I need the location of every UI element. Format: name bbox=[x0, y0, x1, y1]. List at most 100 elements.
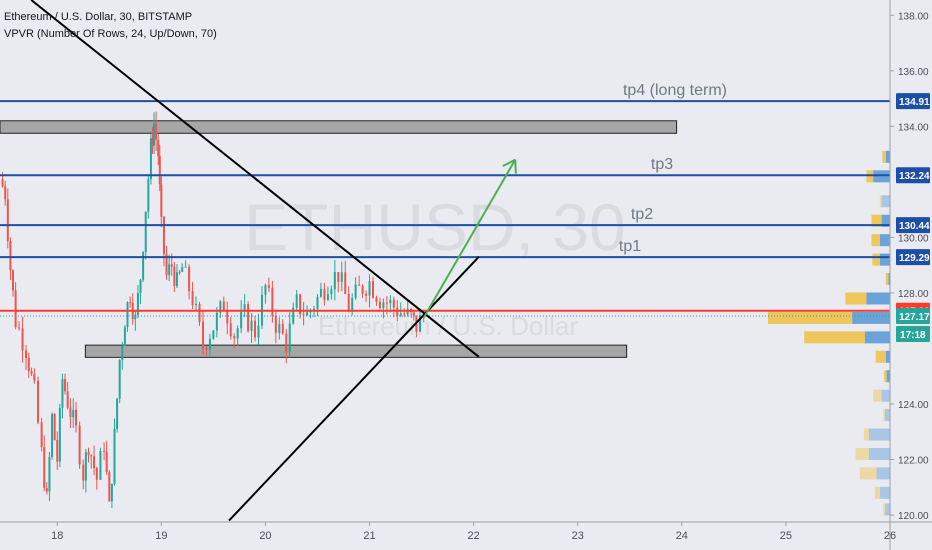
trendline bbox=[228, 256, 480, 522]
time-axis-label: 23 bbox=[572, 530, 584, 542]
candle-body bbox=[66, 391, 69, 408]
candle-body bbox=[403, 313, 406, 315]
price-badge-label: 130.44 bbox=[899, 221, 930, 232]
candle-body bbox=[149, 138, 152, 180]
candle-body bbox=[274, 315, 277, 333]
volume-profile bbox=[768, 150, 890, 516]
trendlines-layer bbox=[30, 0, 517, 522]
volume-profile-up-bar bbox=[866, 292, 890, 305]
volume-profile-down-bar bbox=[866, 170, 874, 183]
candle-body bbox=[9, 240, 12, 271]
candle-body bbox=[347, 293, 350, 312]
volume-profile-up-bar bbox=[884, 503, 890, 516]
candle-body bbox=[27, 357, 30, 372]
price-badge-label: 132.24 bbox=[899, 171, 930, 182]
candle-body bbox=[278, 323, 281, 333]
candle-body bbox=[153, 123, 156, 146]
candle-body bbox=[222, 301, 225, 311]
time-axis-label: 21 bbox=[363, 530, 375, 542]
candle-body bbox=[78, 425, 81, 465]
candle-body bbox=[178, 271, 181, 273]
candle-body bbox=[99, 451, 102, 480]
price-axis-label: 134.00 bbox=[898, 122, 929, 133]
candle-body bbox=[142, 251, 145, 280]
candle-body bbox=[233, 336, 236, 339]
countdown-badge bbox=[896, 325, 930, 342]
candle-body bbox=[254, 320, 257, 338]
indicator-title[interactable]: VPVR (Number Of Rows, 24, Up/Down, 70) bbox=[4, 28, 217, 40]
candle-body bbox=[344, 272, 347, 294]
volume-profile-up-bar bbox=[879, 253, 890, 266]
candle-body bbox=[134, 314, 137, 320]
candle-body bbox=[110, 483, 113, 502]
price-axis-label: 124.00 bbox=[898, 400, 929, 411]
volume-profile-up-bar bbox=[873, 170, 890, 183]
volume-profile-up-bar bbox=[852, 311, 890, 324]
candle-body bbox=[295, 294, 298, 308]
candle-body bbox=[399, 313, 402, 316]
candle-body bbox=[188, 266, 191, 292]
price-levels: tp4 (long term) tp3 tp2 tp1 bbox=[0, 82, 890, 317]
candle-body bbox=[368, 281, 371, 296]
candle-body bbox=[385, 302, 388, 304]
candle-body bbox=[264, 285, 267, 295]
volume-profile-up-bar bbox=[876, 467, 890, 480]
price-badge-label: 129.29 bbox=[899, 253, 930, 264]
candle-body bbox=[105, 451, 108, 473]
candle-body bbox=[147, 179, 150, 212]
projection-arrow-head bbox=[514, 159, 517, 174]
candle-body bbox=[247, 303, 250, 332]
candle-body bbox=[36, 380, 39, 423]
candle-body bbox=[271, 287, 274, 316]
candle-body bbox=[201, 321, 204, 348]
candle-body bbox=[250, 320, 253, 332]
volume-profile-down-bar bbox=[872, 253, 880, 266]
candle-body bbox=[323, 288, 326, 300]
price-badge bbox=[896, 307, 930, 324]
candle-body bbox=[173, 266, 176, 287]
candle-body bbox=[155, 123, 158, 140]
price-badge bbox=[896, 93, 930, 110]
price-axis-panel bbox=[890, 0, 932, 550]
volume-profile-down-bar bbox=[845, 292, 867, 305]
candle-body bbox=[64, 379, 67, 392]
candle-body bbox=[229, 323, 232, 337]
volume-profile-up-bar bbox=[881, 389, 890, 402]
candle-body bbox=[18, 327, 21, 329]
candle-body bbox=[236, 328, 239, 339]
price-badge bbox=[896, 167, 930, 184]
price-badge bbox=[896, 217, 930, 234]
candle-body bbox=[103, 451, 106, 453]
volume-profile-down-bar bbox=[879, 195, 882, 208]
candle-body bbox=[116, 398, 119, 430]
volume-profile-down-bar bbox=[768, 311, 853, 324]
time-axis-label: 25 bbox=[780, 530, 792, 542]
candle-body bbox=[389, 299, 392, 304]
candle-body bbox=[165, 254, 168, 275]
candle-body bbox=[392, 299, 395, 308]
candle-body bbox=[181, 267, 184, 272]
candle-body bbox=[419, 315, 422, 332]
time-axis-label: 26 bbox=[884, 530, 896, 542]
candle-body bbox=[205, 347, 208, 350]
candle-body bbox=[319, 288, 322, 297]
target-annotation: tp4 (long term) bbox=[623, 82, 727, 99]
candle-body bbox=[82, 464, 85, 481]
volume-profile-down-bar bbox=[874, 486, 880, 499]
candle-body bbox=[108, 472, 111, 502]
candle-body bbox=[45, 488, 48, 492]
volume-profile-up-bar bbox=[888, 273, 890, 286]
candle-body bbox=[240, 311, 243, 329]
candle-body bbox=[340, 272, 343, 282]
candle-body bbox=[30, 371, 33, 374]
volume-profile-up-bar bbox=[868, 428, 890, 441]
candle-body bbox=[358, 284, 361, 286]
supply-demand-zone bbox=[84, 344, 628, 358]
target-annotation: tp1 bbox=[619, 238, 641, 255]
symbol-title[interactable]: Ethereum / U.S. Dollar, 30, BITSTAMP bbox=[4, 11, 193, 23]
candle-body bbox=[25, 350, 28, 358]
countdown-label: 17:18 bbox=[900, 330, 926, 341]
